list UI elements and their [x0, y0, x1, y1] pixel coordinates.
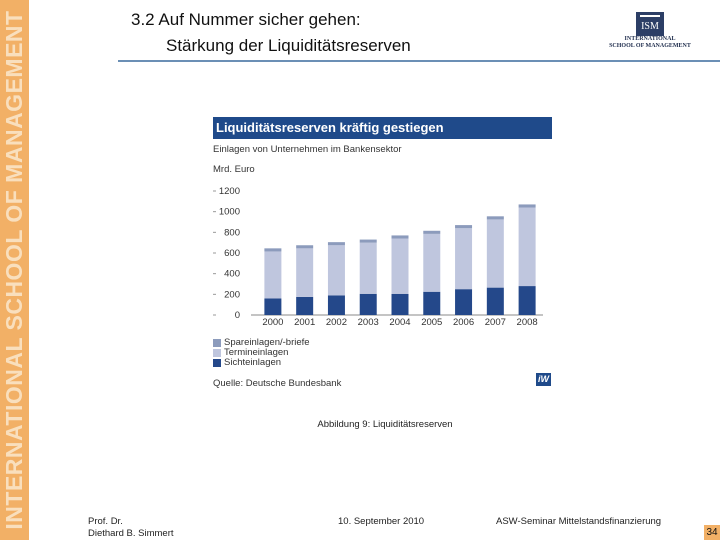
footer-author-title: Prof. Dr.: [88, 516, 123, 527]
legend-label-termineinlagen: Termineinlagen: [224, 347, 289, 358]
ism-logo: ISM INTERNATIONAL SCHOOL OF MANAGEMENT: [608, 12, 692, 50]
chart-source: Quelle: Deutsche Bundesbank: [213, 378, 342, 389]
bar-spar-2008: [518, 204, 536, 208]
title-divider: [118, 60, 720, 62]
bar-spar-2003: [359, 239, 377, 243]
x-tick-label-2006: 2006: [453, 317, 474, 328]
logo-roof-icon: [640, 15, 660, 21]
bar-termin-2006: [455, 228, 473, 290]
y-tick-label-2: 400: [224, 269, 240, 280]
logo-mark-text: ISM: [641, 21, 659, 32]
side-branding-band: INTERNATIONAL SCHOOL OF MANAGEMENT: [0, 0, 29, 540]
bar-termin-2004: [391, 238, 409, 294]
slide-title-line-1: 3.2 Auf Nummer sicher gehen:: [131, 10, 361, 29]
y-tick-label-3: 600: [224, 248, 240, 259]
bar-termin-2003: [359, 242, 377, 294]
chart-title: Liquiditätsreserven kräftig gestiegen: [213, 117, 552, 139]
legend-swatch-spareinlagen: [213, 339, 221, 347]
footer-author-name: Diethard B. Simmert: [88, 528, 174, 539]
bar-termin-2001: [296, 248, 314, 297]
bar-sicht-2008: [518, 286, 536, 315]
y-tick-label-1: 200: [224, 289, 240, 300]
chart-plot: 0 200 400 600 800 1000 1200 2000 2001 2002 2003 200…: [213, 186, 543, 328]
bar-sicht-2006: [455, 289, 473, 315]
bar-termin-2000: [264, 251, 282, 299]
bar-sicht-2000: [264, 298, 282, 315]
x-tick-label-2002: 2002: [326, 317, 347, 328]
ism-logo-mark: ISM: [636, 12, 664, 36]
bar-termin-2008: [518, 207, 536, 287]
bar-termin-2007: [486, 219, 504, 288]
bar-sicht-2002: [327, 295, 345, 315]
chart-subtitle: Einlagen von Unternehmen im Bankensektor: [213, 144, 402, 155]
bar-spar-2007: [486, 216, 504, 220]
y-tick-label-4: 800: [224, 227, 240, 238]
x-tick-label-2000: 2000: [262, 317, 283, 328]
bar-sicht-2003: [359, 293, 377, 315]
x-tick-label-2004: 2004: [389, 317, 410, 328]
x-tick-label-2008: 2008: [517, 317, 538, 328]
footer-seminar: ASW-Seminar Mittelstandsfinanzierung: [496, 516, 662, 527]
x-tick-label-2005: 2005: [421, 317, 442, 328]
bar-termin-2002: [327, 245, 345, 296]
footer-date: 10. September 2010: [338, 516, 425, 527]
bar-spar-2004: [391, 235, 409, 239]
legend-swatch-sichteinlagen: [213, 359, 221, 367]
side-branding-text: INTERNATIONAL SCHOOL OF MANAGEMENT: [1, 10, 27, 530]
liquidity-chart: Liquiditätsreserven kräftig gestiegen Ei…: [213, 117, 552, 389]
slide-title-line-2: Stärkung der Liquiditätsreserven: [166, 36, 411, 55]
y-tick-label-5: 1000: [219, 207, 240, 218]
legend-swatch-termineinlagen: [213, 349, 221, 357]
y-tick-label-0: 0: [235, 310, 240, 321]
bar-sicht-2005: [423, 291, 441, 315]
legend-label-sichteinlagen: Sichteinlagen: [224, 357, 282, 368]
bar-spar-2005: [423, 230, 441, 234]
bar-termin-2005: [423, 233, 441, 292]
x-tick-label-2001: 2001: [294, 317, 315, 328]
legend-label-spareinlagen: Spareinlagen/-briefe: [224, 337, 310, 348]
bar-spar-2006: [455, 225, 473, 229]
bar-sicht-2001: [296, 296, 314, 315]
logo-line-1: INTERNATIONAL: [624, 36, 676, 42]
bar-sicht-2004: [391, 293, 409, 315]
x-tick-label-2007: 2007: [485, 317, 506, 328]
x-tick-label-2003: 2003: [358, 317, 379, 328]
page-number: 34: [704, 525, 720, 540]
iw-badge-icon: iW: [536, 373, 551, 386]
bar-sicht-2007: [486, 287, 504, 315]
logo-line-2: SCHOOL OF MANAGEMENT: [609, 43, 691, 49]
bar-spar-2001: [296, 245, 314, 249]
bar-spar-2002: [327, 242, 345, 246]
y-tick-label-6: 1200: [219, 186, 240, 197]
figure-caption: Abbildung 9: Liquiditätsreserven: [317, 419, 453, 430]
bar-spar-2000: [264, 248, 282, 252]
chart-unit-label: Mrd. Euro: [213, 164, 255, 175]
